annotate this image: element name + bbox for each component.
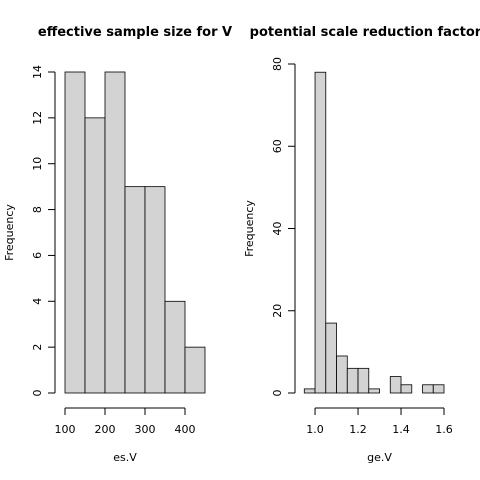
x-axis-label: es.V — [113, 451, 137, 464]
x-tick-label: 1.0 — [306, 423, 324, 436]
y-tick-label: 0 — [271, 390, 284, 397]
y-tick-label: 20 — [271, 304, 284, 318]
chart-title: potential scale reduction factor fo — [250, 25, 480, 40]
x-tick-label: 1.4 — [392, 423, 410, 436]
bar — [124, 186, 146, 394]
bar — [314, 71, 327, 394]
y-axis-label: Frequency — [243, 200, 256, 257]
bar — [389, 376, 402, 394]
x-tick-label: 100 — [55, 423, 76, 436]
bar — [84, 117, 106, 394]
bar — [144, 186, 166, 394]
y-tick-label: 2 — [31, 344, 44, 351]
y-tick-label: 60 — [271, 139, 284, 153]
bar — [432, 384, 445, 394]
y-tick-label: 12 — [31, 111, 44, 125]
y-tick-label: 40 — [271, 222, 284, 236]
chart-title: effective sample size for V — [38, 25, 232, 40]
bar — [368, 388, 380, 394]
x-tick-label: 1.6 — [435, 423, 453, 436]
y-tick-label: 80 — [271, 57, 284, 71]
bar — [104, 71, 126, 394]
bar — [357, 367, 370, 394]
x-tick-label: 300 — [135, 423, 156, 436]
bar — [325, 322, 337, 394]
x-axis-label: ge.V — [367, 451, 392, 464]
bar — [422, 384, 434, 394]
bar — [64, 71, 86, 394]
bar — [184, 346, 206, 394]
bar — [336, 355, 348, 394]
bar — [346, 367, 359, 394]
bar — [400, 384, 413, 394]
y-tick-label: 4 — [31, 298, 44, 305]
x-tick-label: 400 — [175, 423, 196, 436]
y-tick-label: 0 — [31, 390, 44, 397]
y-tick-label: 6 — [31, 252, 44, 259]
bar — [303, 388, 316, 394]
bar — [164, 300, 186, 394]
y-tick-label: 10 — [31, 157, 44, 171]
y-tick-label: 14 — [31, 65, 44, 79]
x-tick-label: 200 — [95, 423, 116, 436]
x-tick-label: 1.2 — [349, 423, 367, 436]
y-axis-label: Frequency — [3, 204, 16, 261]
y-tick-label: 8 — [31, 206, 44, 213]
